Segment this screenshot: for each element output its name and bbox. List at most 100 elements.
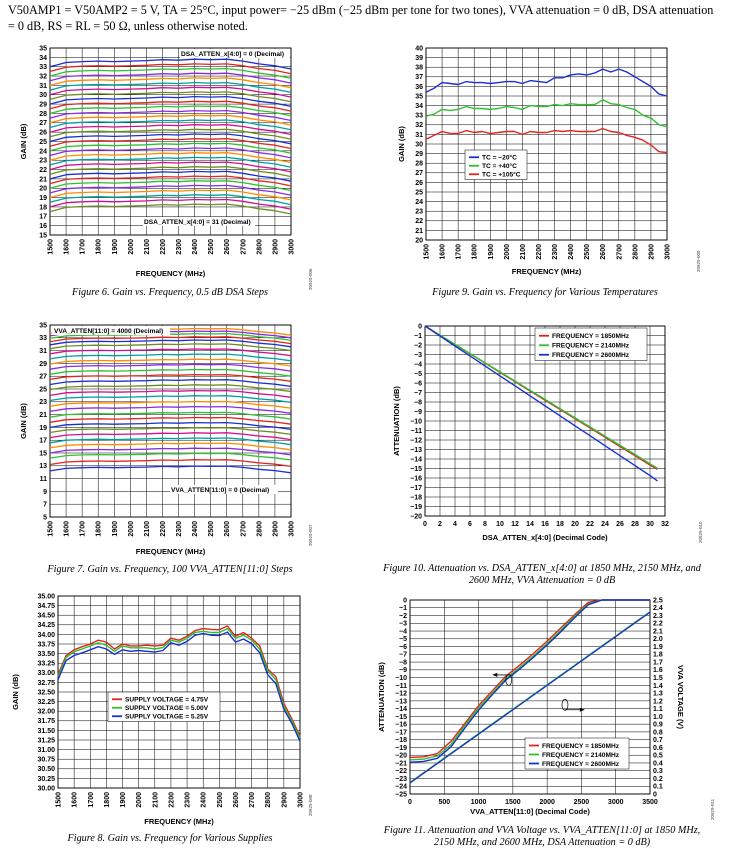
y-tick-label: 32 [39, 73, 47, 80]
plot-frame [57, 595, 301, 789]
y-axis-title: GAIN (dB) [19, 403, 28, 439]
y-tick-label: −4 [414, 361, 422, 368]
legend-box [534, 327, 648, 361]
x-axis-title: FREQUENCY (MHz) [144, 817, 214, 826]
series-line [57, 625, 301, 737]
x-tick-label: 2000 [504, 244, 511, 260]
x-tick-label: 8 [483, 521, 487, 528]
gain-curve [49, 358, 292, 367]
y-tick-label: −24 [395, 784, 407, 791]
y-tick-label: 20 [39, 186, 47, 193]
legend-entry: FREQUENCY = 2140MHz [542, 752, 620, 759]
y2-tick-label: 1.1 [653, 706, 663, 713]
gain-curve [49, 86, 292, 98]
x-tick-label: 2 [438, 521, 442, 528]
figure-10-chart: −20−19−18−17−16−15−14−13−12−11−10−9−8−7−… [392, 323, 703, 543]
x-tick-label: 2700 [240, 239, 247, 255]
y-tick-label: −11 [396, 683, 408, 690]
gain-curve [49, 138, 292, 150]
y2-tick-label: 1.8 [653, 652, 663, 659]
y2-tick-label: 0.6 [653, 745, 663, 752]
gain-curve [49, 363, 292, 372]
x-tick-label: 16 [541, 521, 549, 528]
y-tick-label: 29 [39, 361, 47, 368]
series-line [425, 99, 668, 128]
x-tick-label: 2900 [281, 792, 288, 808]
x-tick-label: 2000 [128, 521, 135, 537]
x-axis-title: DSA_ATTEN_x[4:0] (Decimal Code) [482, 533, 608, 542]
figure-8-panel: 30.00 30.25 30.50 30.75 31.00 31.25 31.50 31.75… [0, 588, 320, 828]
y2-tick-label: 1.2 [653, 698, 663, 705]
gain-curve [49, 373, 292, 382]
figure-9-caption: Figure 9. Gain vs. Frequency for Various… [432, 287, 658, 298]
y-tick-label: 39 [415, 55, 423, 62]
y-tick-label: 21 [415, 228, 423, 235]
figure-11-chart: −25−24−23−22−21−20−19−18−17−16−15−14−13−… [377, 597, 715, 820]
y-tick-label: −15 [410, 466, 422, 473]
vva-voltage-line [409, 611, 651, 784]
x-tick-label: 3500 [642, 799, 658, 806]
y2-tick-label: 2.5 [653, 597, 663, 604]
y-tick-label: 20 [415, 237, 423, 244]
gain-curve [49, 124, 292, 136]
y-tick-label: −14 [410, 456, 422, 463]
y-tick-label: 33 [415, 113, 423, 120]
gain-curve [49, 336, 292, 345]
y-tick-label: −8 [399, 659, 407, 666]
legend-entry: FREQUENCY = 2140MHz [552, 343, 630, 350]
gain-curve [49, 416, 292, 425]
y-tick-label: 33.00 [37, 670, 55, 677]
y-tick-label: −13 [395, 698, 407, 705]
x-tick-label: 1000 [471, 799, 487, 806]
plot-frame [409, 599, 651, 795]
y2-tick-label: 0.7 [653, 737, 663, 744]
y-tick-label: 17 [39, 214, 47, 221]
y2-tick-label: 1.9 [653, 644, 663, 651]
plot-frame [424, 325, 666, 517]
gain-curve [49, 95, 292, 108]
y2-tick-label: 0.8 [653, 729, 663, 736]
gain-curve [49, 152, 292, 164]
gain-curve [49, 109, 292, 122]
x-axis-title: FREQUENCY (MHz) [136, 547, 206, 556]
y-tick-label: −2 [414, 342, 422, 349]
y-tick-label: 30 [39, 92, 47, 99]
y2-axis-title: VVA VOLTAGE (V) [676, 665, 685, 729]
x-tick-label: 2400 [201, 792, 208, 808]
annotation-top: DSA_ATTEN_x[4:0] = 0 (Decimal) [181, 51, 284, 58]
x-tick-label: 3000 [608, 799, 624, 806]
y-tick-label: 27 [39, 120, 47, 127]
y-tick-label: 19 [39, 195, 47, 202]
x-tick-label: 1700 [80, 239, 87, 255]
y-tick-label: 0 [418, 323, 422, 330]
x-tick-label: 2200 [160, 239, 167, 255]
x-axis-title: FREQUENCY (MHz) [136, 269, 206, 278]
x-tick-label: 2600 [233, 792, 240, 808]
y-tick-label: 35 [39, 322, 47, 329]
x-tick-label: 1700 [80, 521, 87, 537]
y-tick-label: 40 [415, 45, 423, 52]
y-tick-label: −21 [395, 760, 407, 767]
legend-entry: SUPPLY VOLTAGE = 5.00V [125, 705, 209, 712]
y2-tick-label: 1.5 [653, 675, 663, 682]
y-tick-label: −3 [399, 621, 407, 628]
y-tick-label: 21 [39, 176, 47, 183]
gain-curve [49, 348, 292, 357]
y-tick-label: −6 [414, 380, 422, 387]
y-tick-label: −7 [414, 390, 422, 397]
x-tick-label: 30 [646, 521, 654, 528]
y-tick-label: −13 [410, 447, 422, 454]
y-tick-label: 32.00 [37, 709, 55, 716]
y-tick-label: 32.50 [37, 689, 55, 696]
y-tick-label: 34 [415, 103, 423, 110]
annotation-top: VVA_ATTEN[11:0] = 4000 (Decimal) [54, 328, 163, 335]
gain-curve [49, 379, 292, 388]
y-tick-label: 38 [415, 65, 423, 72]
series-line [424, 325, 658, 482]
y-tick-label: −12 [410, 437, 422, 444]
y-tick-label: 35 [415, 93, 423, 100]
y2-tick-label: 0.1 [653, 784, 663, 791]
y-tick-label: 33 [39, 64, 47, 71]
y-tick-label: 31 [415, 132, 423, 139]
arrow-left-head [492, 672, 498, 677]
